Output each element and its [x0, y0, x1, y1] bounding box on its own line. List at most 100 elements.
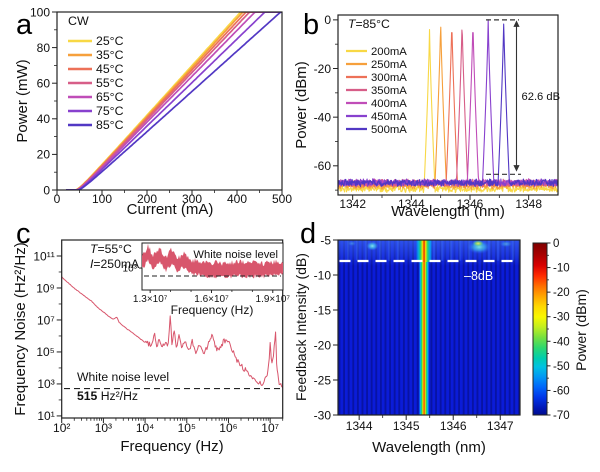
- inset-band-group: [142, 243, 283, 279]
- colorbar-tick-label: 0: [553, 238, 559, 250]
- white-noise-label: White noise level: [77, 370, 169, 384]
- colorbar-label: Power (dBm): [573, 289, 589, 371]
- tick-label: -25: [314, 373, 332, 387]
- tick-label: 10⁶: [219, 421, 237, 435]
- tick-label: -20: [314, 62, 332, 76]
- tick-label: 500: [272, 192, 292, 206]
- legend-label: 200mA: [371, 46, 407, 58]
- panel-b: 1342 1344 1346 1348 0 -20 -40 -60 b Wavelength …: [293, 9, 560, 220]
- tick-label: 1348: [515, 197, 542, 211]
- li-curve-65°C: [66, 12, 282, 190]
- tick-label: 200: [137, 192, 157, 206]
- tick-label: -5: [320, 233, 331, 247]
- panel-c-inset: 1.3×10⁷ 1.6×10⁷ 1.9×10⁷ 10³: [123, 242, 291, 305]
- panel-a-ylabel: Power (mW): [14, 59, 31, 142]
- panel-c-letter: c: [16, 218, 31, 250]
- condition-current: I=250mA: [90, 257, 140, 271]
- tick-label: 10⁴: [136, 421, 155, 435]
- colorbar-tick-label: -30: [553, 312, 570, 324]
- colorbar: 0 -10 -20 -30 -40 -50 -60 -70: [532, 238, 570, 422]
- tick-label: 400: [227, 192, 247, 206]
- panel-a-legend-title: CW: [68, 14, 89, 28]
- panel-a-letter: a: [16, 9, 33, 41]
- legend-label: 350mA: [371, 85, 407, 97]
- cyan-patch: [366, 241, 379, 251]
- panel-a: 0 100 200 300 400 500 0 20 40 60 80 100 a Current (…: [14, 5, 292, 218]
- tick-label: 10⁹: [36, 281, 55, 295]
- panel-d: 1344 1345 1346 1347 -5 -10 -15 -20 -25 -30 0 -10 -20…: [293, 218, 589, 456]
- tick-label: -40: [314, 110, 332, 124]
- tick-label: 1345: [393, 419, 420, 433]
- colorbar-gradient: [532, 242, 548, 416]
- tick-label: 10⁷: [261, 421, 279, 435]
- instability-streak: [441, 240, 444, 261]
- tick-label: 1347: [487, 419, 514, 433]
- tick-label: -10: [314, 268, 332, 282]
- tick-label: 100: [92, 192, 112, 206]
- colorbar-tick-label: -60: [553, 385, 570, 397]
- colorbar-tick-label: -20: [553, 287, 570, 299]
- legend-label: 400mA: [371, 98, 407, 110]
- frequency-noise-curve: [61, 276, 283, 388]
- heatmap: [338, 240, 520, 415]
- tick-label: 100: [30, 5, 50, 19]
- legend-label: 450mA: [371, 111, 407, 123]
- tick-label: 1346: [457, 197, 484, 211]
- tick-label: 10³: [95, 421, 112, 435]
- inset-x-tick-label: 1.9×10⁷: [256, 294, 291, 305]
- lasing-line: [418, 240, 430, 415]
- tick-label: 10¹: [37, 409, 54, 423]
- tick-label: 0: [324, 13, 331, 27]
- tick-label: 10¹¹: [33, 249, 54, 263]
- panel-b-frame: [337, 14, 559, 196]
- yellow-green-core: [472, 240, 484, 247]
- arrow-down-head: [513, 165, 520, 172]
- inset-xlabel: Frequency (Hz): [171, 303, 254, 317]
- instability-streak: [365, 240, 368, 261]
- white-noise-value: 515 Hz²/Hz: [77, 389, 138, 403]
- colorbar-tick-label: -70: [553, 410, 570, 422]
- legend-label: 25°C: [96, 34, 124, 48]
- smsr-annotation: 62.6 dB: [522, 91, 561, 103]
- condition-temperature: T=55°C: [90, 242, 132, 256]
- panel-d-frame: [337, 239, 521, 416]
- inset-white-noise-label: White noise level: [193, 249, 278, 261]
- tick-label: -20: [314, 338, 332, 352]
- panel-d-letter: d: [300, 218, 316, 250]
- panel-b-legend-title: T=85°C: [348, 17, 390, 31]
- tick-label: 0: [43, 183, 50, 197]
- panel-c-ylabel: Frequency Noise (Hz²/Hz): [12, 242, 29, 415]
- legend-label: 65°C: [96, 90, 124, 104]
- legend-label: 500mA: [371, 124, 407, 136]
- tick-label: 60: [37, 77, 51, 91]
- colorbar-tick-label: -40: [553, 336, 570, 348]
- colorbar-tick-label: -10: [553, 263, 570, 275]
- tick-label: 10⁵: [178, 421, 196, 435]
- legend-label: 85°C: [96, 118, 124, 132]
- panel-c-frame: [61, 239, 284, 419]
- panel-b-legend: T=85°C 200mA250mA300mA350mA400mA450mA500m…: [346, 17, 407, 136]
- inset-y-tick-label: 10³: [123, 264, 138, 275]
- tick-label: 80: [37, 41, 51, 55]
- tick-label: -30: [314, 408, 332, 422]
- panel-a-curves: [66, 12, 282, 190]
- instability-streak: [497, 240, 500, 261]
- cyan-patch: [348, 241, 356, 246]
- tick-label: 300: [182, 192, 202, 206]
- panel-a-frame: [56, 11, 283, 191]
- panel-d-ylabel: Feedback Intensity (dB): [293, 253, 309, 401]
- inset-noise-band: [142, 243, 283, 279]
- tick-label: 1346: [440, 419, 467, 433]
- legend-label: 35°C: [96, 48, 124, 62]
- li-curve-85°C: [66, 12, 282, 190]
- tick-label: 20: [37, 148, 51, 162]
- legend-label: 45°C: [96, 62, 124, 76]
- legend-label: 75°C: [96, 104, 124, 118]
- tick-label: 10²: [53, 421, 70, 435]
- instability-streak: [512, 240, 515, 261]
- panel-c-curve-group: [61, 276, 283, 388]
- instability-streak: [347, 240, 350, 261]
